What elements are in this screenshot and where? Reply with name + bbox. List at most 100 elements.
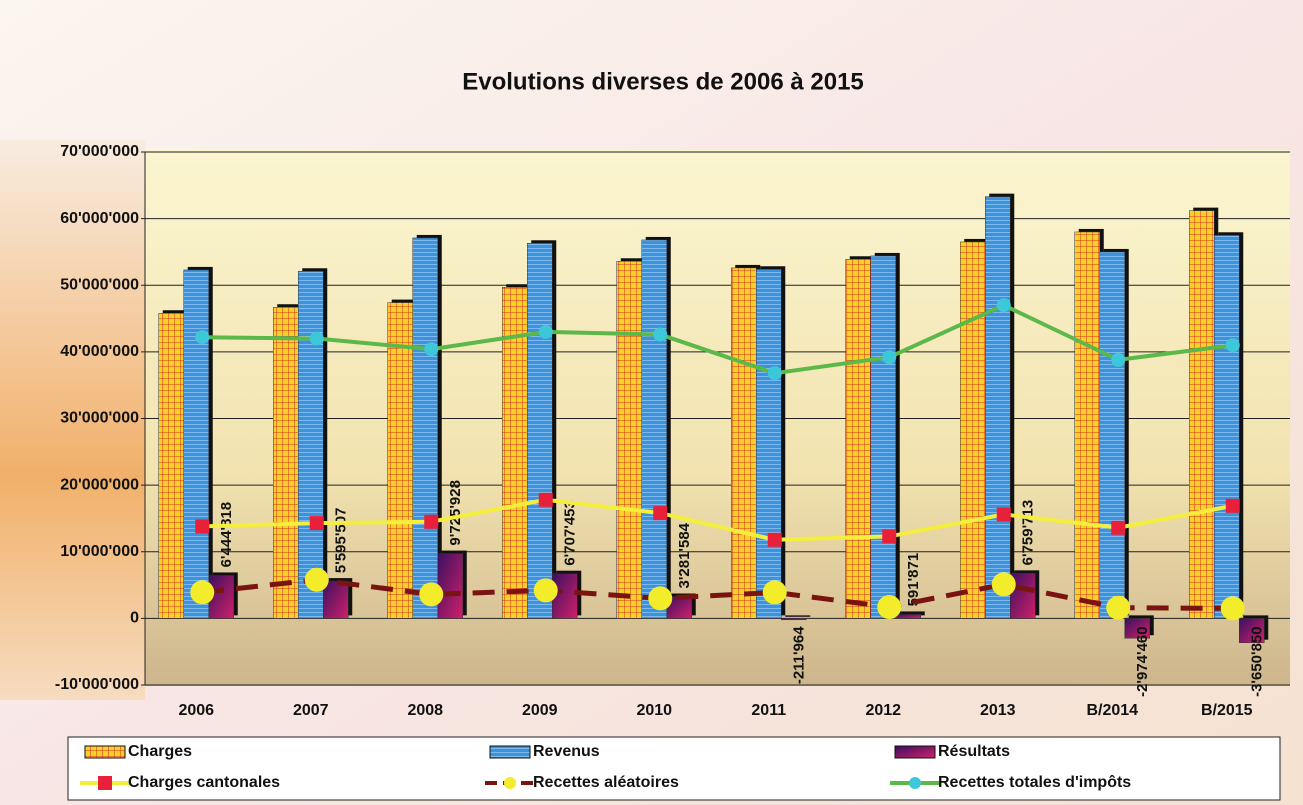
line-marker [1106,595,1131,620]
data-label: -211'964 [791,626,808,684]
bar [731,267,757,619]
bar [781,618,807,621]
legend-marker [909,777,921,789]
bar [158,312,184,619]
data-label: 3'281'584 [676,522,693,588]
bar [960,241,986,619]
line-marker [877,595,902,620]
y-tick-label: 70'000'000 [60,143,139,160]
line [202,497,1234,542]
bar [552,573,578,619]
legend-label: Charges [128,743,192,760]
line-marker [309,331,324,346]
bar [895,614,921,619]
x-tick-label: 2006 [178,702,214,719]
bar [437,553,463,619]
line-marker [991,572,1016,597]
data-label: 6'444'818 [218,502,235,568]
x-tick-label: 2011 [751,702,786,719]
line-marker [767,532,782,547]
bar [273,306,299,619]
legend-marker [98,776,112,790]
line-marker [1111,352,1126,367]
line-marker [762,580,787,605]
y-tick-label: 50'000'000 [60,276,139,293]
line-marker [424,514,439,529]
legend-label: Charges cantonales [128,774,280,791]
legend-swatch [489,745,531,759]
line-marker [195,519,210,534]
line-marker [653,327,668,342]
bar [1189,210,1215,619]
axis-panel [0,140,145,700]
bar [1124,618,1150,639]
x-tick-label: 2009 [522,702,558,719]
line-marker [538,324,553,339]
bar [1099,251,1125,619]
line [202,303,1234,376]
legend-label: Revenus [533,743,600,760]
data-label: 5'595'507 [333,508,350,574]
line-marker [882,350,897,365]
line-marker [882,529,897,544]
bar [387,302,413,619]
y-tick-label: 40'000'000 [60,343,139,360]
line-marker [533,578,558,603]
line-marker [996,298,1011,313]
legend-label: Recettes aléatoires [533,774,679,791]
x-tick-label: B/2015 [1201,702,1253,719]
line-marker [1220,596,1245,621]
line-marker [309,516,324,531]
data-label: -2'974'460 [1134,626,1151,697]
x-tick-label: B/2014 [1086,702,1138,719]
line-marker [190,580,215,605]
bar [323,580,349,619]
chart-title: Evolutions diverses de 2006 à 2015 [462,68,864,95]
bar [298,271,324,619]
bar [1214,235,1240,619]
line-marker [767,366,782,381]
line-marker [419,582,444,607]
bar [183,269,209,619]
bar [845,259,871,619]
legend [67,736,1281,801]
y-tick-label: -10'000'000 [55,676,139,693]
bar [985,196,1011,619]
legend-label: Résultats [938,743,1010,760]
legend-marker [504,777,516,789]
data-label: -3'650'850 [1249,626,1266,697]
legend-swatch [894,745,936,759]
data-label: 6'707'453 [562,500,579,566]
y-tick-label: 30'000'000 [60,410,139,427]
y-tick-label: 10'000'000 [60,543,139,560]
x-tick-label: 2008 [407,702,443,719]
y-tick-label: 0 [130,610,139,627]
line-marker [304,567,329,592]
y-tick-label: 20'000'000 [60,476,139,493]
x-tick-label: 2013 [980,702,1016,719]
line-marker [996,507,1011,522]
x-tick-label: 2012 [865,702,901,719]
data-label: 591'871 [905,553,922,607]
bar [756,269,782,619]
line-marker [1111,520,1126,535]
data-label: 9'725'928 [447,480,464,546]
line-marker [195,330,210,345]
line-marker [653,506,668,521]
line [201,577,1233,611]
legend-swatch [84,745,126,759]
bar-shadow [899,611,925,616]
line-marker [1225,338,1240,353]
line-marker [538,492,553,507]
bar [1074,231,1100,619]
legend-label: Recettes totales d'impôts [938,774,1131,791]
bar [1239,618,1265,643]
x-tick-label: 2010 [636,702,672,719]
x-tick-label: 2007 [293,702,329,719]
bar [412,237,438,619]
line-marker [424,342,439,357]
bar [870,255,896,619]
bar [527,243,553,619]
line-marker [1225,498,1240,513]
